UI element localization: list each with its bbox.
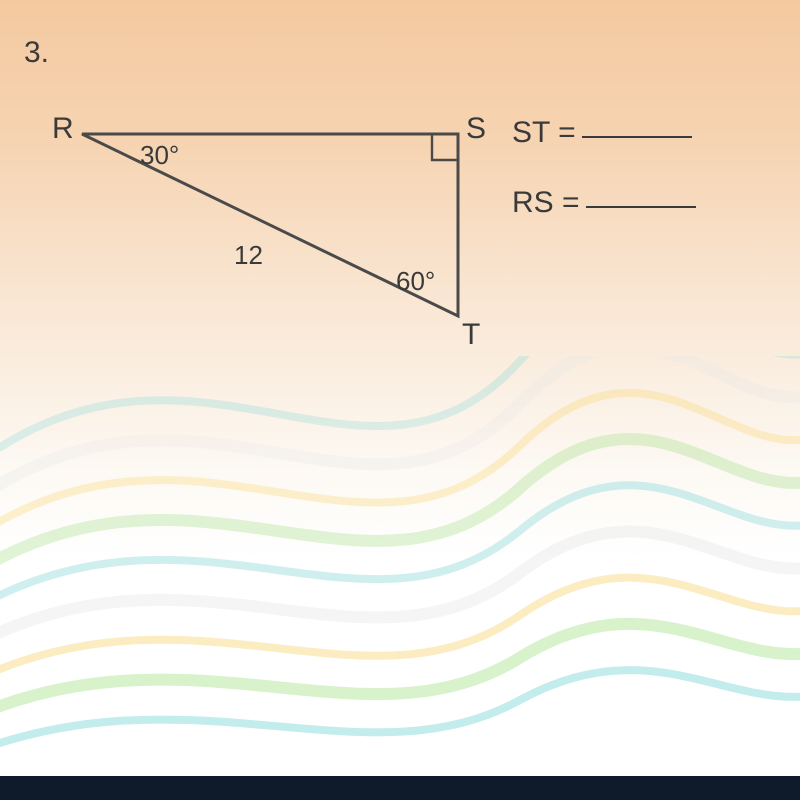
question-RS-prefix: RS =	[512, 186, 580, 219]
question-ST: ST =	[512, 116, 692, 150]
hypotenuse-length: 12	[234, 240, 263, 271]
worksheet-photo: 3. R S T 30° 60° 12 ST = RS =	[0, 0, 800, 800]
vertex-label-S: S	[466, 112, 486, 146]
angle-label-T: 60°	[396, 266, 435, 297]
vertex-label-T: T	[462, 318, 480, 352]
blank-RS	[586, 206, 696, 208]
blank-ST	[582, 136, 692, 138]
question-ST-prefix: ST =	[512, 116, 576, 149]
problem-number: 3.	[24, 36, 49, 70]
vertex-label-R: R	[52, 112, 74, 146]
question-RS: RS =	[512, 186, 696, 220]
angle-label-R: 30°	[140, 140, 179, 171]
